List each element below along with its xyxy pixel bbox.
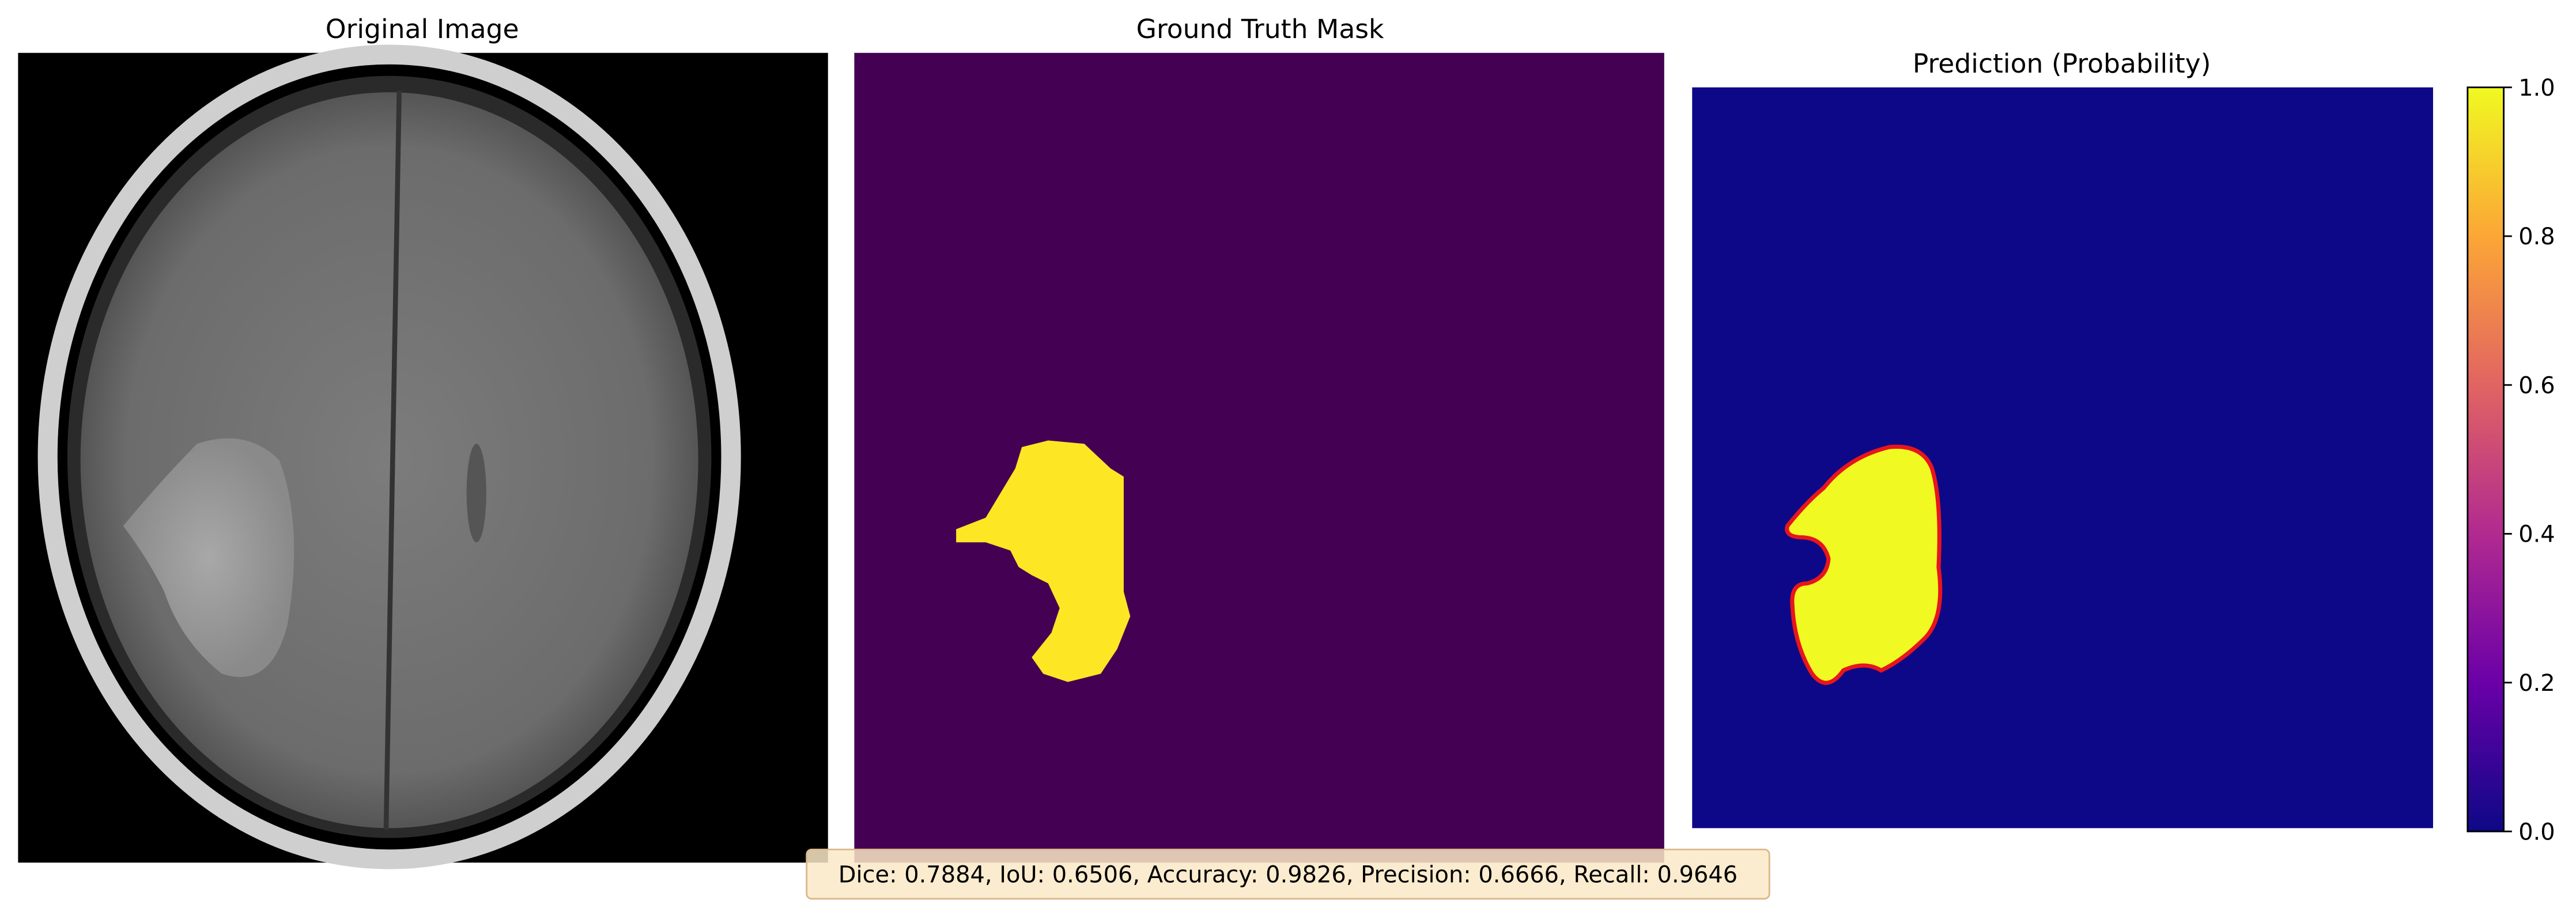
colorbar-tick-label: 1.0 (2518, 75, 2555, 101)
mri-image (18, 44, 828, 869)
colorbar-tick-label: 0.8 (2518, 224, 2555, 250)
panel-title: Ground Truth Mask (1136, 14, 1384, 44)
metrics-box (806, 848, 1770, 900)
metrics-text: Dice: 0.7884, IoU: 0.6506, Accuracy: 0.9… (838, 861, 1738, 888)
panel-title: Original Image (326, 14, 519, 44)
colorbar-tick-label: 0.6 (2518, 372, 2555, 399)
colorbar-tick-label: 0.2 (2518, 670, 2555, 697)
mask-image (854, 52, 1664, 863)
panel-title: Prediction (Probability) (1913, 48, 2211, 79)
colorbar-tick-label: 0.4 (2518, 521, 2555, 548)
prediction-image (1692, 87, 2433, 829)
colorbar-tick-label: 0.0 (2518, 819, 2555, 845)
colorbar (2467, 86, 2505, 833)
